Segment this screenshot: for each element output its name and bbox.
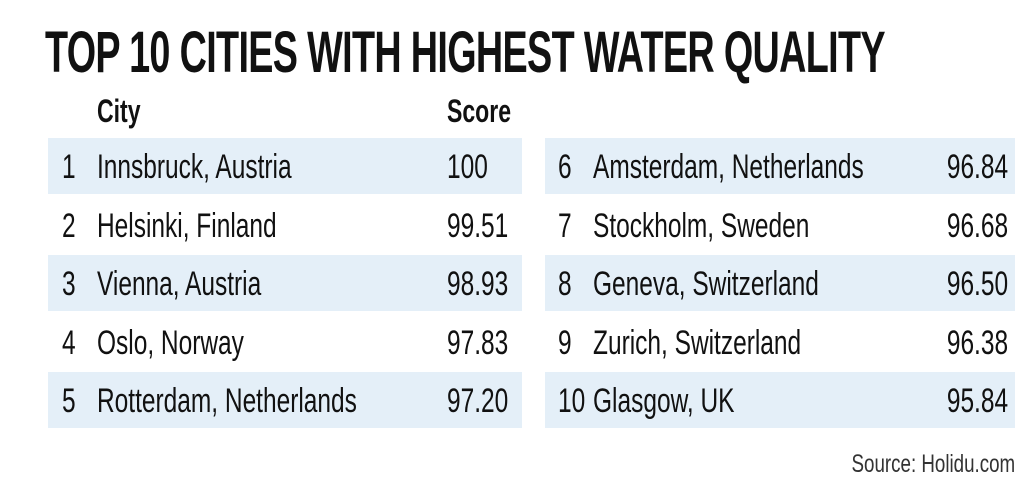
rank: 5	[62, 382, 76, 420]
score: 95.84	[946, 382, 1008, 420]
city: Amsterdam, Netherlands	[593, 148, 864, 186]
rank: 8	[558, 265, 572, 303]
rank: 3	[62, 265, 76, 303]
row-band	[48, 255, 522, 311]
score: 96.84	[946, 148, 1008, 186]
city: Glasgow, UK	[593, 382, 735, 420]
row-band	[545, 138, 1015, 194]
column-header: Score	[447, 93, 512, 129]
column-header: City	[97, 93, 141, 129]
rank: 10	[558, 382, 586, 420]
city: Oslo, Norway	[97, 323, 244, 362]
title: TOP 10 CITIES WITH HIGHEST WATER QUALITY	[45, 20, 886, 85]
city: Innsbruck, Austria	[97, 148, 292, 186]
score: 98.93	[447, 265, 509, 303]
row-band	[48, 372, 522, 428]
row-band	[545, 372, 1015, 428]
city: Zurich, Switzerland	[593, 323, 802, 362]
score: 97.83	[447, 323, 509, 362]
score: 97.20	[447, 382, 509, 420]
rank: 2	[62, 206, 76, 245]
row-band	[545, 255, 1015, 311]
rank: 6	[558, 148, 572, 186]
city: Geneva, Switzerland	[593, 265, 819, 303]
rank: 4	[62, 323, 76, 362]
score: 96.38	[946, 323, 1008, 362]
score: 96.68	[946, 206, 1008, 245]
rank: 9	[558, 323, 572, 362]
score: 96.50	[946, 265, 1008, 303]
source: Source: Holidu.com	[851, 450, 1015, 478]
rank: 7	[558, 206, 572, 245]
score: 99.51	[447, 206, 509, 245]
city: Vienna, Austria	[97, 265, 262, 303]
city: Rotterdam, Netherlands	[97, 382, 357, 420]
city: Helsinki, Finland	[97, 206, 277, 245]
rank: 1	[62, 148, 76, 186]
city: Stockholm, Sweden	[593, 206, 810, 245]
score: 100	[447, 148, 488, 186]
row-band	[48, 138, 522, 194]
